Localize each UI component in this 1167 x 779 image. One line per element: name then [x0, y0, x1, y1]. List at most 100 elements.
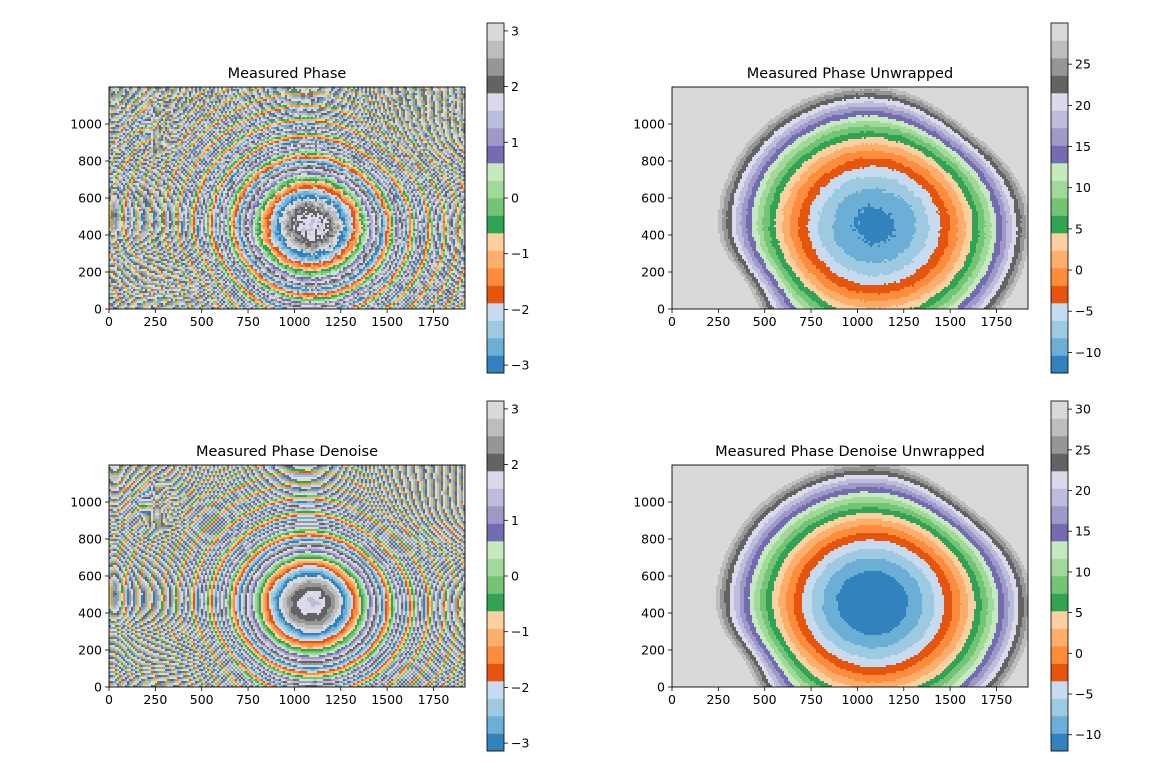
x-tick-label: 1000	[279, 692, 311, 707]
colorbar-segment	[487, 58, 504, 76]
y-tick-label: 200	[78, 643, 102, 658]
colorbar: −3 −2 −1 0 1 2 3	[486, 400, 529, 752]
colorbar-segment	[487, 436, 504, 454]
colorbar-tick-label: 2	[511, 457, 519, 472]
colorbar-segment	[487, 75, 504, 94]
colorbar-segment	[487, 593, 504, 612]
colorbar-segment	[487, 250, 504, 269]
colorbar-tick-label: −10	[1075, 727, 1101, 742]
colorbar-segment	[487, 128, 504, 146]
colorbar-segment	[487, 338, 504, 356]
y-tick-label: 200	[641, 265, 665, 280]
colorbar-segment	[1051, 488, 1068, 507]
y-tick-label: 400	[78, 228, 102, 243]
y-tick-label: 800	[641, 532, 665, 547]
colorbar-segment	[487, 576, 504, 594]
colorbar-tick-label: 10	[1075, 180, 1091, 195]
y-tick-label: 0	[657, 680, 665, 695]
colorbar-segment	[487, 681, 504, 699]
colorbar-segment	[1051, 716, 1068, 734]
colorbar-tick-label: 0	[1075, 263, 1083, 278]
colorbar-segment	[1051, 733, 1068, 752]
colorbar-segment	[487, 355, 504, 374]
colorbar-segment	[1051, 233, 1068, 251]
colorbar-segment	[487, 93, 504, 111]
colorbar-segment	[487, 663, 504, 682]
colorbar-segment	[487, 628, 504, 647]
x-tick-label: 1250	[325, 314, 357, 329]
colorbar-segment	[487, 506, 504, 524]
colorbar-segment	[1051, 681, 1068, 699]
x-tick-label: 500	[753, 314, 777, 329]
colorbar-segment	[487, 646, 504, 664]
chart-title: Measured Phase Unwrapped	[747, 66, 953, 82]
y-tick-label: 400	[641, 606, 665, 621]
colorbar-tick-label: 3	[511, 401, 519, 416]
colorbar-segment	[1051, 663, 1068, 682]
colorbar-segment	[487, 198, 504, 216]
colorbar-tick-label: 20	[1075, 98, 1091, 113]
chart-title: Measured Phase Denoise Unwrapped	[715, 444, 985, 460]
colorbar-segment	[1051, 145, 1068, 164]
colorbar-tick-label: 1	[511, 513, 519, 528]
colorbar-segment	[487, 303, 504, 321]
colorbar-segment	[1051, 268, 1068, 286]
colorbar-segment	[1051, 541, 1068, 559]
heatmap-image	[109, 87, 465, 309]
colorbar-segment	[487, 110, 504, 129]
heatmap-image	[672, 465, 1028, 687]
colorbar-segment	[487, 471, 504, 489]
y-tick-label: 400	[78, 606, 102, 621]
colorbar-segment	[1051, 320, 1068, 339]
y-tick-label: 1000	[70, 495, 102, 510]
heatmap-image	[109, 465, 465, 687]
y-tick-label: 1000	[633, 495, 665, 510]
x-tick-label: 0	[668, 314, 676, 329]
x-tick-label: 1750	[981, 692, 1013, 707]
colorbar-tick-label: 5	[1075, 605, 1083, 620]
colorbar-segment	[487, 611, 504, 629]
colorbar-segment	[487, 488, 504, 507]
colorbar-segment	[487, 320, 504, 339]
colorbar-tick-label: 5	[1075, 221, 1083, 236]
colorbar-tick-label: −3	[511, 358, 529, 373]
x-tick-label: 1000	[842, 314, 874, 329]
x-tick-label: 0	[668, 692, 676, 707]
colorbar-segment	[1051, 128, 1068, 146]
colorbar-tick-label: −1	[511, 246, 529, 261]
colorbar-tick-label: 3	[511, 23, 519, 38]
colorbar-segment	[487, 40, 504, 59]
colorbar: −10 −5 0 5 10 15 20 25 30	[1050, 400, 1101, 752]
colorbar-segment	[1051, 698, 1068, 717]
colorbar-segment	[1051, 436, 1068, 454]
colorbar-segment	[1051, 180, 1068, 199]
colorbar-segment	[1051, 75, 1068, 94]
x-tick-label: 750	[799, 314, 823, 329]
colorbar-segment	[1051, 40, 1068, 59]
colorbar: −3 −2 −1 0 1 2 3	[486, 22, 529, 374]
colorbar-tick-label: 25	[1075, 442, 1091, 457]
y-tick-label: 800	[641, 154, 665, 169]
colorbar-segment	[1051, 523, 1068, 542]
y-tick-label: 0	[94, 302, 102, 317]
colorbar-tick-label: 20	[1075, 483, 1091, 498]
colorbar-tick-label: 25	[1075, 57, 1091, 72]
colorbar-segment	[1051, 250, 1068, 269]
colorbar-segment	[1051, 58, 1068, 76]
x-tick-label: 500	[190, 314, 214, 329]
colorbar-segment	[487, 180, 504, 199]
colorbar-tick-label: 30	[1075, 402, 1091, 417]
colorbar-segment	[487, 23, 504, 41]
colorbar-segment	[1051, 110, 1068, 129]
colorbar-segment	[487, 541, 504, 559]
colorbar-tick-label: −1	[511, 624, 529, 639]
colorbar-tick-label: −5	[1075, 687, 1093, 702]
colorbar-segment	[1051, 285, 1068, 304]
colorbar-tick-label: −2	[511, 302, 529, 317]
colorbar-segment	[1051, 506, 1068, 524]
colorbar-segment	[1051, 23, 1068, 41]
y-tick-label: 200	[641, 643, 665, 658]
colorbar-segment	[1051, 338, 1068, 356]
y-tick-label: 1000	[633, 117, 665, 132]
